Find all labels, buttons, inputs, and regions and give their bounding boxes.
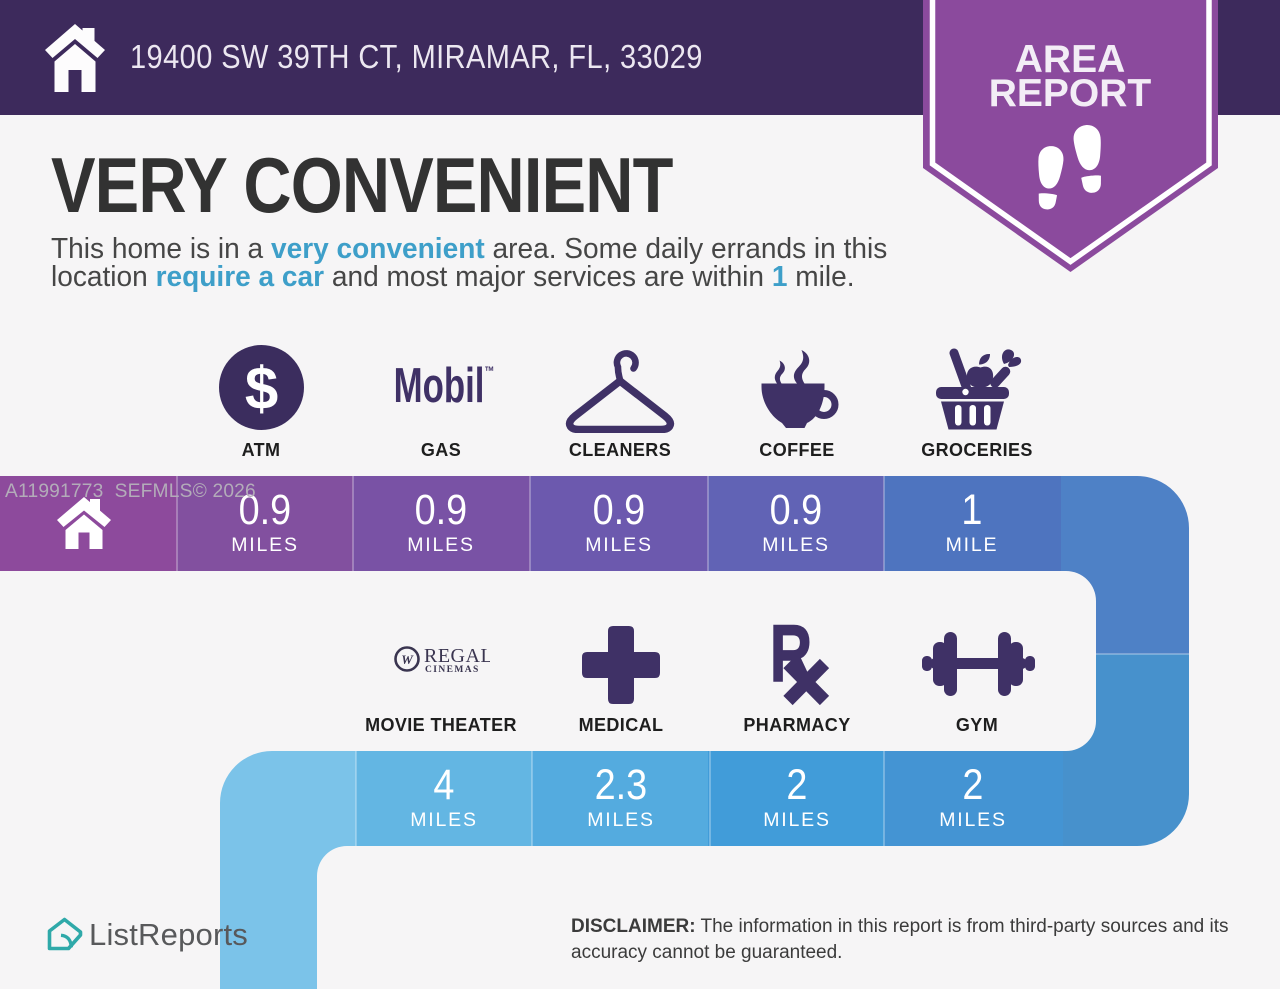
svg-text:R: R: [770, 620, 812, 698]
svg-text:REGAL: REGAL: [424, 645, 490, 667]
svg-text:$: $: [245, 355, 278, 422]
svg-text:REPORT: REPORT: [989, 72, 1152, 115]
svg-text:AREA: AREA: [1015, 38, 1126, 81]
svg-text:CINEMAS: CINEMAS: [425, 665, 480, 675]
svg-text:W: W: [401, 652, 414, 667]
